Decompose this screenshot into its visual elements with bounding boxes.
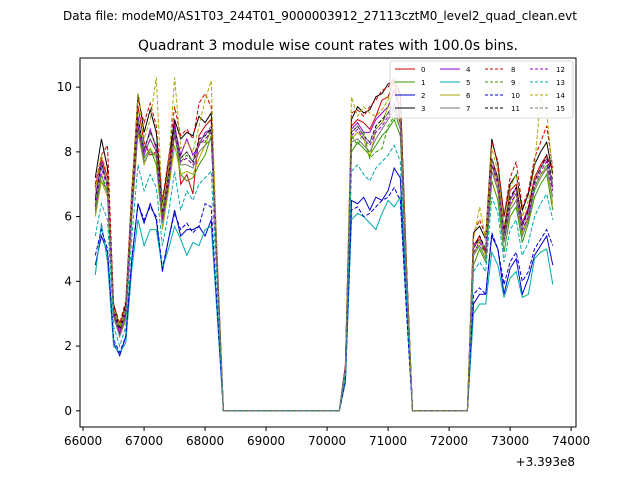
series-line-15	[94, 102, 554, 412]
x-offset-label: +3.393e8	[516, 455, 575, 469]
x-tick-label: 70000	[308, 434, 346, 448]
legend-label-9: 9	[511, 79, 515, 87]
x-tick-label: 73000	[491, 434, 529, 448]
figure-suptitle: Data file: modeM0/AS1T03_244T01_90000039…	[63, 9, 577, 23]
x-tick-label: 71000	[369, 434, 407, 448]
x-tick-label: 67000	[125, 434, 163, 448]
legend-label-3: 3	[421, 105, 425, 113]
y-tick-label: 2	[64, 339, 72, 353]
series-line-5	[94, 195, 554, 412]
series-line-8	[94, 76, 554, 412]
x-tick-label: 68000	[186, 434, 224, 448]
series-line-13	[94, 144, 554, 412]
y-tick-label: 4	[64, 274, 72, 288]
legend-label-13: 13	[556, 79, 565, 87]
legend-label-11: 11	[511, 105, 520, 113]
y-tick-label: 10	[57, 80, 72, 94]
x-tick-label: 72000	[430, 434, 468, 448]
series-line-11	[94, 102, 554, 412]
chart-title: Quadrant 3 module wise count rates with …	[138, 38, 518, 54]
x-tick-label: 69000	[247, 434, 285, 448]
legend-label-0: 0	[421, 66, 425, 74]
y-tick-label: 8	[64, 145, 72, 159]
legend-label-10: 10	[511, 92, 520, 100]
legend-label-1: 1	[421, 79, 425, 87]
legend-label-12: 12	[556, 66, 565, 74]
legend-label-8: 8	[511, 66, 515, 74]
x-tick-label: 66000	[64, 434, 102, 448]
legend-label-4: 4	[466, 66, 471, 74]
legend-box	[389, 60, 574, 119]
axes-frame	[79, 57, 577, 428]
legend-label-14: 14	[556, 92, 565, 100]
y-tick-label: 0	[64, 404, 72, 418]
legend-label-15: 15	[556, 105, 565, 113]
axes: 66000 67000 68000 69000 70000 71000 72000 73000…	[57, 57, 590, 448]
legend-label-2: 2	[421, 92, 425, 100]
legend-label-6: 6	[466, 92, 471, 100]
series-line-14	[94, 77, 554, 412]
legend-label-7: 7	[466, 105, 470, 113]
x-tick-label: 74000	[552, 434, 590, 448]
legend-label-5: 5	[466, 79, 470, 87]
plot-area	[94, 76, 554, 412]
y-tick-label: 6	[64, 210, 72, 224]
